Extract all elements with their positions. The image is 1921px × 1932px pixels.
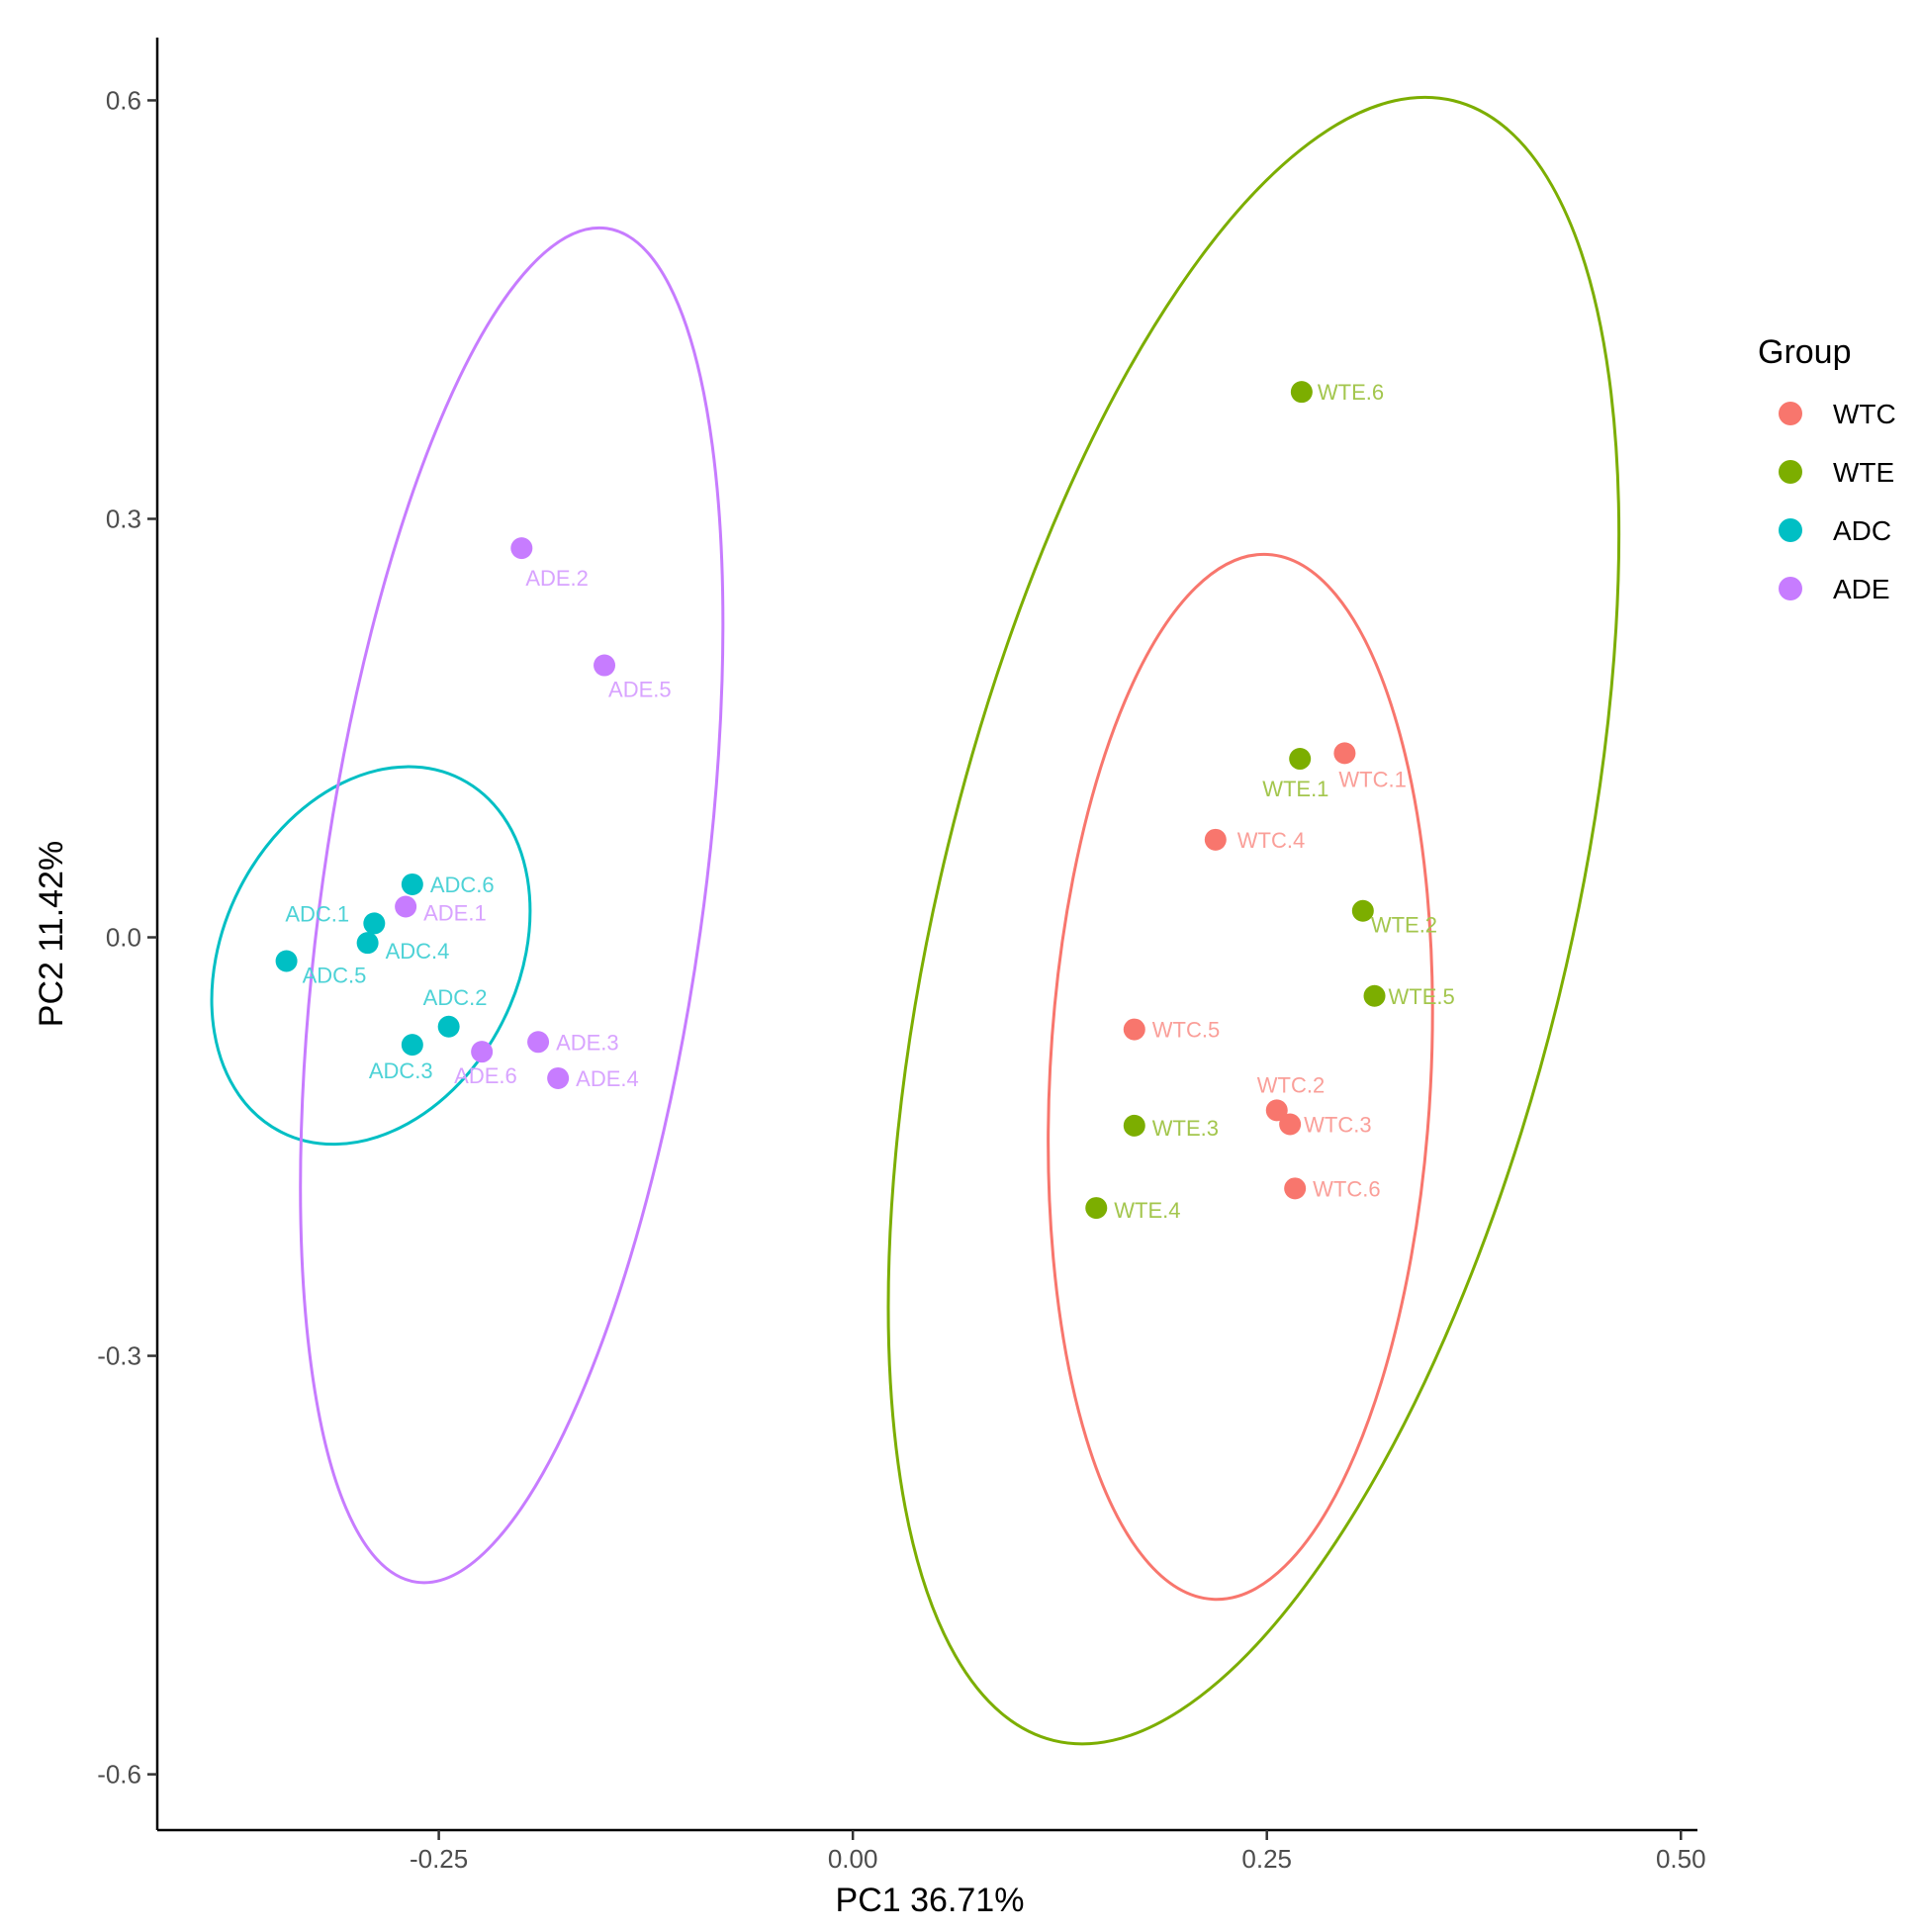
legend-key-wte	[1779, 460, 1802, 484]
y-tick-label: -0.3	[97, 1341, 141, 1371]
point-label: ADE.3	[556, 1030, 619, 1055]
ellipse-adc	[210, 765, 532, 1147]
point-adc-2	[437, 1015, 460, 1038]
y-tick-label: 0.0	[106, 923, 141, 953]
point-label: ADC.3	[369, 1058, 433, 1083]
point-label: WTC.4	[1237, 828, 1305, 853]
point-label: WTE.3	[1152, 1116, 1219, 1141]
x-tick-label: 0.00	[828, 1844, 878, 1874]
axis-ticks: -0.25 0.00 0.25 0.50 0.6 0.3 0.0 -0.3 -0.6	[97, 85, 1705, 1874]
point-adc-5	[275, 950, 298, 972]
point-label: ADE.1	[423, 901, 487, 926]
point-ade-6	[471, 1041, 494, 1063]
legend-key-adc	[1779, 518, 1802, 542]
point-adc-1	[363, 912, 386, 935]
point-label: ADC.5	[303, 963, 367, 987]
point-adc-6	[401, 873, 423, 895]
legend-label-ade: ADE	[1833, 574, 1890, 604]
legend-key-wtc	[1779, 402, 1802, 425]
point-label: WTE.5	[1389, 984, 1455, 1009]
point-ade-2	[510, 537, 533, 560]
point-wtc-1	[1333, 742, 1356, 765]
point-label: WTE.4	[1114, 1198, 1180, 1223]
point-label: WTC.1	[1338, 767, 1406, 791]
legend-label-adc: ADC	[1833, 515, 1891, 546]
point-wtc-5	[1123, 1018, 1145, 1041]
y-tick-label: -0.6	[97, 1760, 141, 1790]
legend-key-ade	[1779, 577, 1802, 600]
point-wte-6	[1290, 381, 1313, 404]
legend-label-wtc: WTC	[1833, 399, 1896, 429]
point-label: WTE.6	[1318, 380, 1384, 405]
ellipse-wte	[886, 95, 1621, 1746]
point-ade-5	[594, 654, 616, 677]
point-label: WTC.3	[1304, 1112, 1371, 1137]
legend: Group WTC WTE ADC ADE	[1758, 333, 1896, 604]
x-tick-label: -0.25	[410, 1844, 468, 1874]
point-ade-4	[547, 1066, 570, 1089]
y-tick-label: 0.3	[106, 504, 141, 533]
point-label: ADC.1	[285, 901, 349, 926]
point-label: ADC.6	[430, 873, 495, 897]
point-wte-4	[1085, 1197, 1108, 1220]
y-tick-label: 0.6	[106, 85, 141, 115]
point-label: ADE.5	[608, 678, 672, 702]
point-wte-3	[1123, 1114, 1145, 1137]
point-label: ADE.4	[576, 1066, 639, 1091]
point-wte-2	[1351, 899, 1374, 922]
x-tick-label: 0.50	[1656, 1844, 1706, 1874]
data-points: WTC.1 WTC.2 WTC.3 WTC.4 WTC.5 WTC.6 WTE.1 WTE.2…	[275, 380, 1455, 1223]
point-wte-5	[1363, 984, 1386, 1007]
point-ade-3	[527, 1031, 550, 1054]
point-label: ADE.2	[525, 566, 589, 591]
point-ade-1	[395, 895, 417, 918]
point-label: WTE.1	[1262, 777, 1328, 801]
point-label: WTC.6	[1313, 1176, 1380, 1201]
point-label: WTC.5	[1152, 1018, 1220, 1043]
y-axis-title: PC2 11.42%	[33, 841, 70, 1027]
ellipse-wtc	[1047, 552, 1434, 1602]
axes	[155, 38, 1697, 1832]
point-adc-3	[401, 1034, 423, 1057]
point-wte-1	[1289, 748, 1312, 771]
point-wtc-2	[1265, 1099, 1288, 1122]
legend-title: Group	[1758, 333, 1852, 371]
point-wtc-4	[1204, 828, 1227, 851]
confidence-ellipses	[210, 95, 1621, 1746]
point-wtc-6	[1284, 1177, 1307, 1200]
x-tick-label: 0.25	[1241, 1844, 1292, 1874]
x-axis-title: PC1 36.71%	[836, 1882, 1025, 1919]
point-label: WTE.2	[1371, 913, 1437, 938]
point-wtc-3	[1279, 1113, 1302, 1136]
legend-label-wte: WTE	[1833, 457, 1894, 488]
point-label: ADE.6	[454, 1063, 517, 1088]
point-label: ADC.4	[386, 939, 450, 964]
point-label: ADC.2	[423, 985, 488, 1010]
point-adc-4	[356, 932, 379, 955]
point-label: WTC.2	[1257, 1072, 1325, 1097]
ellipse-ade	[299, 226, 725, 1585]
